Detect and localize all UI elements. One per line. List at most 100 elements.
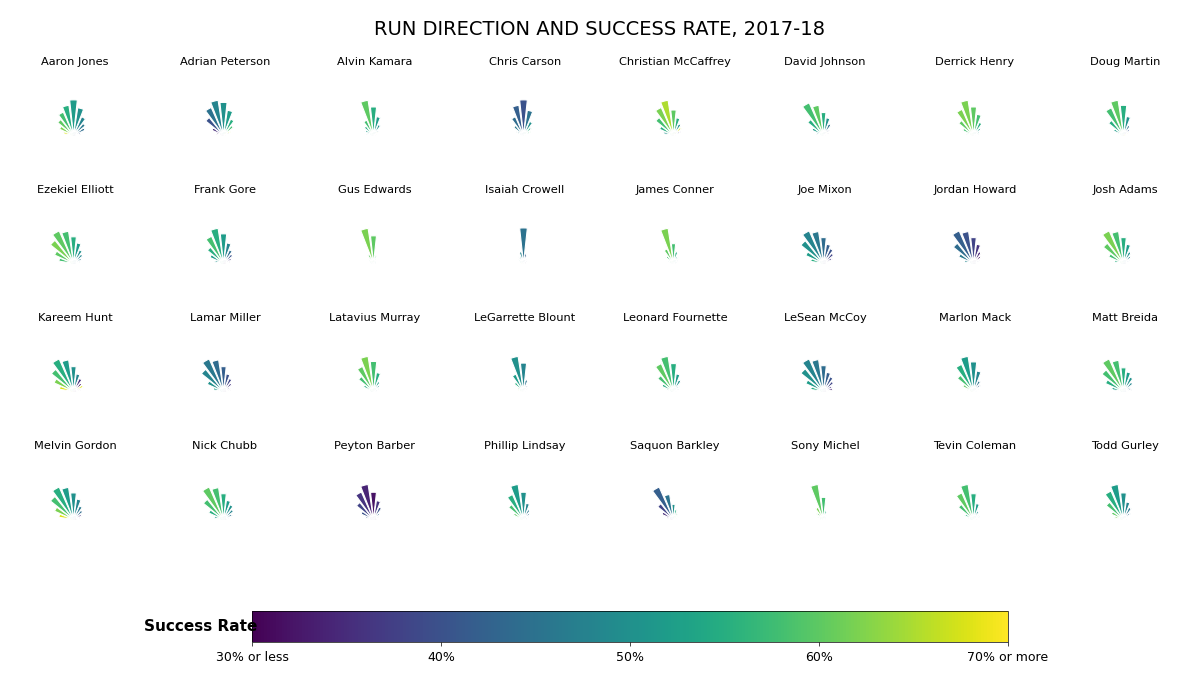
Bar xyxy=(518,259,523,264)
Bar xyxy=(223,119,234,135)
Bar xyxy=(71,367,77,391)
Bar xyxy=(973,380,980,391)
Bar xyxy=(73,124,85,135)
Bar xyxy=(823,518,826,520)
Text: Josh Adams: Josh Adams xyxy=(1092,185,1158,195)
Bar xyxy=(821,113,826,135)
Text: Nick Chubb: Nick Chubb xyxy=(192,441,258,451)
Bar xyxy=(203,487,223,520)
Bar xyxy=(1123,116,1130,135)
Bar xyxy=(59,112,73,135)
Text: Success Rate: Success Rate xyxy=(144,619,257,634)
Bar xyxy=(220,102,227,135)
Bar xyxy=(73,506,83,520)
Bar xyxy=(517,387,523,391)
Bar xyxy=(823,249,833,264)
Bar xyxy=(223,378,232,391)
Text: Matt Breida: Matt Breida xyxy=(1092,313,1158,323)
Bar xyxy=(73,499,80,520)
Bar xyxy=(973,131,980,135)
Bar xyxy=(512,105,523,135)
Bar xyxy=(1123,251,1132,264)
Bar xyxy=(971,362,977,391)
Text: Derrick Henry: Derrick Henry xyxy=(936,57,1014,67)
Bar xyxy=(1123,132,1128,135)
Bar xyxy=(821,497,826,520)
Bar xyxy=(361,228,373,264)
Bar xyxy=(523,388,527,391)
Bar xyxy=(523,262,526,264)
Bar xyxy=(967,517,973,520)
Bar xyxy=(666,517,673,520)
Text: Joe Mixon: Joe Mixon xyxy=(798,185,852,195)
Bar xyxy=(823,245,830,264)
Bar xyxy=(368,389,373,391)
Text: Gus Edwards: Gus Edwards xyxy=(338,185,412,195)
Bar xyxy=(358,367,373,391)
Bar xyxy=(53,487,73,520)
Bar xyxy=(511,357,523,391)
Bar xyxy=(373,507,382,520)
Bar xyxy=(971,494,977,520)
Bar xyxy=(973,385,980,391)
Bar xyxy=(356,503,373,520)
Bar xyxy=(823,518,826,520)
Text: Aaron Jones: Aaron Jones xyxy=(41,57,109,67)
Bar xyxy=(371,107,377,135)
Bar xyxy=(811,259,823,264)
Bar xyxy=(212,360,223,391)
Bar xyxy=(355,492,373,520)
Bar xyxy=(673,133,678,135)
Bar xyxy=(1111,484,1123,520)
Bar xyxy=(823,377,833,391)
Bar xyxy=(1103,359,1123,391)
Bar xyxy=(823,117,830,135)
Text: Jordan Howard: Jordan Howard xyxy=(934,185,1016,195)
Bar xyxy=(1111,100,1123,135)
Bar xyxy=(812,105,823,135)
Bar xyxy=(62,105,73,135)
Text: Ezekiel Elliott: Ezekiel Elliott xyxy=(37,185,113,195)
Bar xyxy=(673,518,676,520)
Text: Peyton Barber: Peyton Barber xyxy=(335,441,415,451)
Bar xyxy=(664,132,673,135)
Bar xyxy=(1114,129,1123,135)
Bar xyxy=(361,357,373,391)
Bar xyxy=(1123,260,1129,264)
Bar xyxy=(973,251,982,264)
Bar xyxy=(371,236,377,264)
Bar xyxy=(653,487,673,520)
Bar xyxy=(361,512,373,520)
Bar xyxy=(973,128,980,135)
Bar xyxy=(673,252,678,264)
Bar xyxy=(223,505,233,520)
Bar xyxy=(958,376,973,391)
Bar xyxy=(823,388,833,391)
Bar xyxy=(673,516,678,520)
Bar xyxy=(223,389,230,391)
Bar xyxy=(523,253,527,264)
Bar xyxy=(971,238,977,264)
Bar xyxy=(373,130,379,135)
Bar xyxy=(73,128,85,135)
Bar xyxy=(1121,105,1127,135)
Bar xyxy=(1112,232,1123,264)
Bar xyxy=(58,120,73,135)
Bar xyxy=(961,357,973,391)
Bar xyxy=(365,126,373,135)
Bar xyxy=(73,261,79,264)
Bar xyxy=(523,518,526,520)
Bar xyxy=(518,518,523,520)
Bar xyxy=(973,261,980,264)
Bar xyxy=(956,493,973,520)
Bar xyxy=(223,133,228,135)
Text: RUN DIRECTION AND SUCCESS RATE, 2017-18: RUN DIRECTION AND SUCCESS RATE, 2017-18 xyxy=(374,20,826,40)
Bar xyxy=(811,387,823,391)
Text: Christian McCaffrey: Christian McCaffrey xyxy=(619,57,731,67)
Bar xyxy=(223,514,233,520)
Bar xyxy=(973,503,979,520)
Bar xyxy=(1123,387,1130,391)
Bar xyxy=(1103,231,1123,264)
Bar xyxy=(959,505,973,520)
Bar xyxy=(1112,361,1123,391)
